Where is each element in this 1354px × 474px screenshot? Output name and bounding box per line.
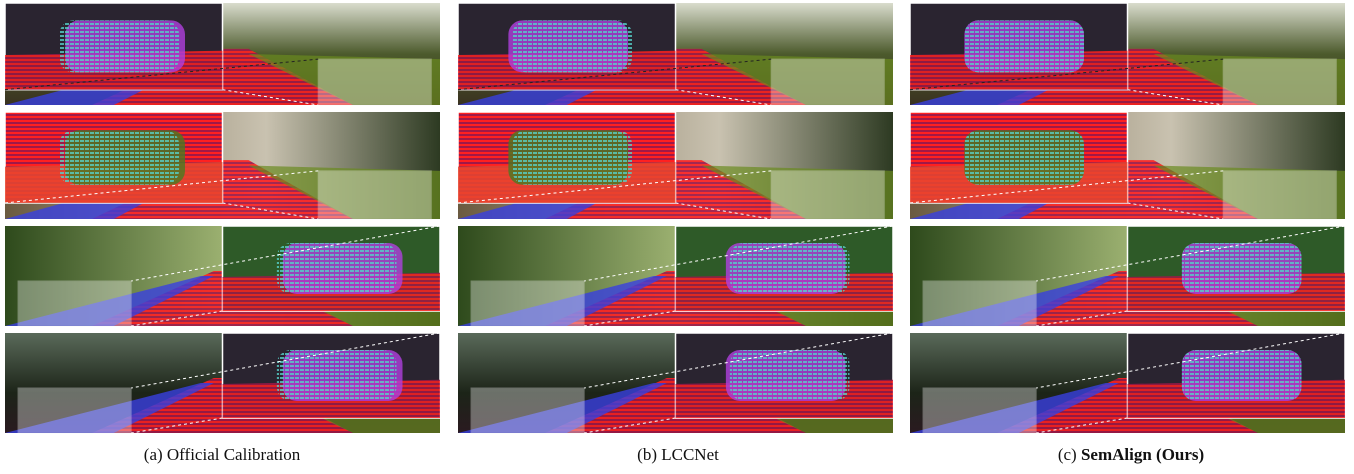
scene-panel (458, 3, 893, 105)
caption-a: (a) Official Calibration (144, 445, 301, 464)
caption-label: (b) (637, 445, 657, 464)
highlight-box (318, 59, 431, 105)
scene-panel (910, 3, 1345, 105)
inset-car-points (964, 130, 1084, 185)
inset-car-points (1182, 243, 1302, 294)
highlight-box (471, 388, 584, 433)
inset-car-points (512, 20, 632, 72)
inset-car-points (964, 20, 1084, 72)
highlight-box (923, 281, 1036, 326)
scene-panel (458, 333, 893, 433)
scene-panel (910, 333, 1345, 433)
highlight-box (771, 171, 884, 219)
highlight-box (18, 281, 131, 326)
inset-car-points (730, 243, 850, 294)
scene-panel (458, 226, 893, 326)
scene-panel (910, 112, 1345, 219)
caption-label: (c) (1058, 445, 1077, 464)
highlight-box (923, 388, 1036, 433)
highlight-box (471, 281, 584, 326)
caption-c: (c) SemAlign (Ours) (1058, 445, 1204, 464)
scene-panel (5, 3, 440, 105)
highlight-box (318, 171, 431, 219)
caption-text: LCCNet (661, 445, 719, 464)
caption-text: SemAlign (Ours) (1081, 445, 1204, 464)
scene-panel (5, 226, 440, 326)
scene-panel (5, 112, 440, 219)
highlight-box (1223, 59, 1336, 105)
scene-panel (458, 112, 893, 219)
caption-b: (b) LCCNet (637, 445, 719, 464)
highlight-box (771, 59, 884, 105)
caption-text: Official Calibration (167, 445, 301, 464)
inset-car-points (512, 130, 632, 185)
inset-car-points (1182, 350, 1302, 401)
highlight-box (1223, 171, 1336, 219)
highlight-box (18, 388, 131, 433)
inset-car-points (277, 243, 397, 294)
figure: (a) Official Calibration (b) LCCNet (c) … (0, 0, 1354, 474)
scene-panel (910, 226, 1345, 326)
inset-car-points (277, 350, 397, 401)
caption-label: (a) (144, 445, 163, 464)
scene-panel (5, 333, 440, 433)
inset-car-points (59, 20, 179, 72)
inset-car-points (730, 350, 850, 401)
inset-car-points (59, 130, 179, 185)
